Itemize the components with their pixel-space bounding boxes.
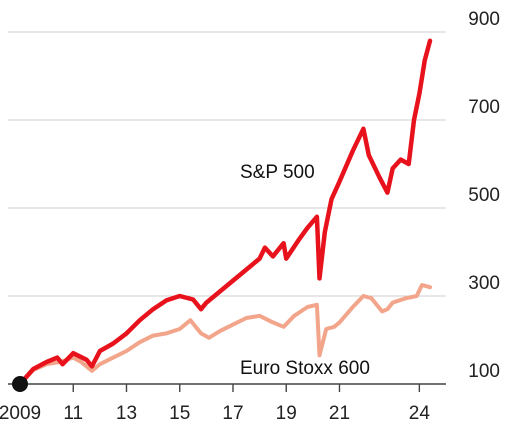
start-marker	[12, 376, 28, 392]
x-tick-label: 2009	[0, 403, 41, 424]
x-tick-label: 19	[276, 403, 297, 424]
x-tick-label: 15	[169, 403, 190, 424]
x-tick-label: 24	[409, 403, 431, 424]
x-tick-label: 13	[116, 403, 137, 424]
series-lines	[17, 38, 433, 387]
eurostoxx600-series-line	[18, 283, 432, 386]
x-axis-tick-labels: 2009 11 13 15 17 19 21 24	[0, 403, 430, 424]
y-tick-label: 500	[468, 185, 500, 206]
sp500-label: S&P 500	[240, 162, 315, 183]
y-tick-label: 700	[468, 97, 500, 118]
start-marker-group	[12, 376, 28, 392]
y-tick-label: 900	[468, 9, 500, 30]
gridlines	[8, 31, 446, 385]
y-axis-tick-labels: 100 300 500 700 900	[468, 9, 500, 382]
x-axis-ticks	[19, 384, 421, 392]
x-tick-label: 11	[63, 403, 83, 424]
x-tick-label: 17	[222, 403, 243, 424]
y-tick-label: 300	[468, 273, 500, 294]
eurostoxx600-label: Euro Stoxx 600	[240, 358, 370, 379]
sp500-series-line	[17, 38, 433, 387]
y-tick-label: 100	[468, 361, 500, 382]
x-tick-label: 21	[329, 403, 350, 424]
